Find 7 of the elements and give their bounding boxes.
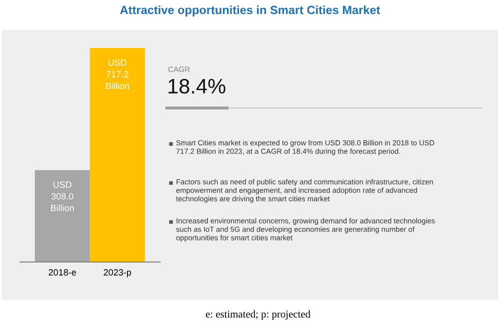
x-tick-label: 2023-p	[104, 269, 132, 278]
text: e: estimated; p: projected	[206, 310, 310, 320]
text: 18.4%	[168, 78, 226, 94]
data-label: USD 717.2 Billion	[106, 59, 129, 90]
text: Attractive opportunities in Smart Cities Market	[120, 6, 380, 16]
x-tick-label: 2018-e	[48, 269, 76, 276]
data-label: USD 308.0 Billion	[51, 181, 74, 212]
